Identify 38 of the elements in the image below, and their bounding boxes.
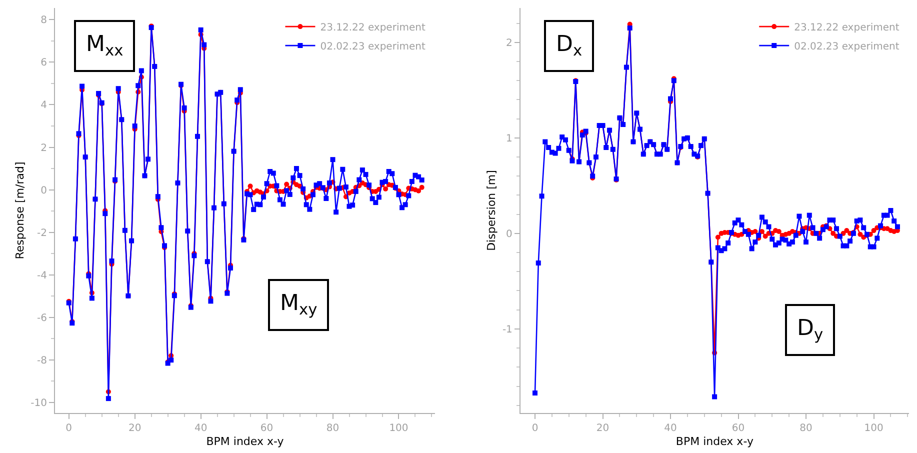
x-tick-label: 0 (532, 423, 538, 434)
y-tick-label: 6 (40, 58, 47, 69)
y-tick-label: 1 (506, 133, 512, 144)
y-axis-title: Dispersion [m] (485, 170, 498, 251)
legend-label: 02.02.23 experiment (320, 41, 426, 52)
y-tick-label: -4 (37, 270, 47, 282)
x-tick-label: 40 (664, 423, 677, 434)
y-tick-label: 0 (506, 228, 512, 240)
x-axis-title: BPM index x-y (676, 435, 754, 448)
y-tick-label: -6 (37, 312, 47, 324)
x-tick-label: 60 (732, 423, 745, 434)
x-tick-label: 40 (194, 423, 208, 434)
x-tick-label: 60 (260, 423, 274, 434)
annotation: D$_{y}$ (797, 316, 824, 344)
y-tick-label: 0 (40, 185, 47, 196)
x-tick-label: 80 (800, 423, 812, 434)
y-tick-label: 4 (40, 100, 47, 112)
x-tick-label: 20 (128, 423, 142, 434)
x-tick-label: 100 (864, 423, 884, 434)
x-axis-title: BPM index x-y (206, 435, 284, 448)
legend-label: 23.12.22 experiment (794, 22, 900, 34)
annotation: D$_{x}$ (556, 32, 582, 60)
y-tick-label: -8 (37, 355, 47, 366)
annotation: M$_{xx}$ (86, 32, 124, 60)
y-tick-label: -2 (37, 228, 47, 239)
annotation: M$_{xy}$ (280, 291, 318, 319)
x-tick-label: 0 (66, 423, 72, 434)
y-tick-label: 2 (40, 142, 47, 154)
x-tick-label: 100 (389, 423, 408, 434)
y-axis-title: Response [m/rad] (13, 162, 26, 260)
y-tick-label: 8 (40, 15, 47, 26)
legend-label: 23.12.22 experiment (320, 22, 426, 34)
legend-label: 02.02.23 experiment (794, 41, 900, 52)
y-tick-label: -1 (502, 324, 512, 336)
x-tick-label: 20 (596, 423, 610, 434)
y-tick-label: 2 (506, 38, 512, 49)
y-tick-label: -10 (30, 398, 47, 409)
x-tick-label: 80 (326, 423, 340, 434)
